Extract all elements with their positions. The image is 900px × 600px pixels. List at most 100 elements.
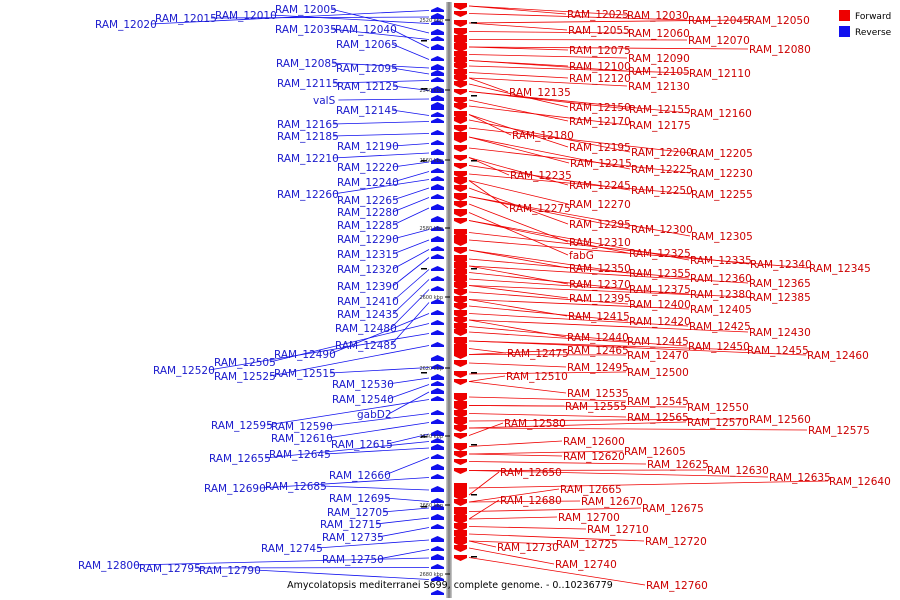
forward-gene-label: RAM_12370 [569,279,631,291]
gene-features [421,3,477,595]
reverse-gene-label: RAM_12490 [274,349,336,361]
reverse-gene-feature [431,486,444,492]
forward-gene-label: RAM_12575 [808,425,870,437]
reverse-gene-label: RAM_12610 [271,433,333,445]
reverse-label-connector [194,567,430,569]
forward-gene-feature [454,425,467,432]
reverse-label-connector [338,98,430,101]
reverse-gene-label: RAM_12480 [335,323,397,335]
reverse-gene-label: RAM_12485 [335,340,397,352]
forward-label-connector [468,348,507,354]
forward-label-connector [468,313,689,327]
forward-label-connector [468,396,627,402]
reverse-gene-feature [431,36,444,41]
forward-gene-label: RAM_12665 [560,484,622,496]
forward-gene-feature [454,163,467,169]
forward-gene-label: RAM_12635 [769,472,831,484]
reverse-gene-feature [431,254,444,259]
reverse-gene-label: RAM_12115 [277,78,339,90]
forward-label-connector [468,299,690,310]
forward-gene-label: RAM_12050 [748,15,810,27]
forward-label-connector [468,331,688,347]
forward-gene-feature [454,555,467,561]
forward-label-connector [468,5,627,16]
reverse-gene-label: valS [313,95,336,107]
forward-gene-label: RAM_12425 [689,321,751,333]
reverse-gene-feature [431,286,444,291]
forward-gene-label: RAM_12675 [642,503,704,515]
reverse-gene-feature [431,13,444,19]
forward-label-connector [468,381,567,394]
forward-gene-label: RAM_12120 [569,73,631,85]
reverse-gene-feature [431,118,444,123]
forward-gene-label: RAM_12535 [567,388,629,400]
forward-gene-label: RAM_12670 [581,496,643,508]
reverse-gene-feature [431,374,444,380]
reverse-gene-feature [431,524,444,529]
forward-gene-label: RAM_12345 [809,263,871,275]
reverse-gene-label: RAM_12005 [275,4,337,16]
forward-label-connector [468,196,631,230]
forward-gene-label: RAM_12385 [749,292,811,304]
forward-label-connector [468,119,631,153]
forward-gene-label: RAM_12310 [569,237,631,249]
reverse-gene-label: RAM_12750 [322,554,384,566]
forward-gene-label: RAM_12465 [567,345,629,357]
forward-label-connector [468,488,560,503]
reverse-gene-feature [431,299,444,304]
reverse-label-connector [392,85,430,91]
forward-gene-feature [454,247,467,254]
minor-feature-mark [471,372,477,374]
forward-gene-label: RAM_12700 [558,512,620,524]
reverse-label-connector [392,257,430,287]
reverse-gene-feature [431,86,444,93]
forward-label-connector [468,480,829,489]
forward-label-connector [468,19,748,24]
forward-gene-feature [454,451,467,458]
forward-label-connector [468,180,569,205]
forward-label-connector [468,265,749,284]
forward-label-connector [468,371,627,375]
minor-feature-mark [471,268,477,270]
reverse-gene-feature [431,20,444,25]
reverse-gene-label: RAM_12040 [335,24,397,36]
reverse-gene-feature [431,342,444,347]
reverse-gene-feature [431,514,444,520]
reverse-gene-label: RAM_12540 [332,394,394,406]
map-caption: Amycolatopsis mediterranei S699, complet… [287,580,613,591]
reverse-gene-label: RAM_12410 [337,296,399,308]
forward-gene-feature [454,289,467,296]
forward-gene-label: RAM_12495 [567,362,629,374]
forward-label-connector [468,31,628,34]
reverse-label-connector [392,239,430,255]
forward-gene-feature [454,371,467,378]
forward-label-connector [468,540,497,548]
minor-feature-mark [421,268,427,270]
forward-gene-label: RAM_12070 [688,35,750,47]
forward-gene-feature [454,282,467,290]
forward-gene-label: RAM_12625 [647,459,709,471]
forward-gene-label: RAM_12550 [687,402,749,414]
forward-label-connector [468,354,627,356]
forward-gene-label: RAM_12230 [691,168,753,180]
legend-reverse-label: Reverse [855,28,892,38]
forward-gene-label: RAM_12135 [509,87,571,99]
forward-label-connector [468,540,556,545]
forward-gene-label: RAM_12710 [587,524,649,536]
reverse-gene-label: RAM_12240 [337,177,399,189]
forward-gene-feature [454,523,467,531]
forward-label-connector [468,427,808,431]
forward-label-connector [468,196,691,237]
minor-feature-mark [421,372,427,374]
reverse-label-connector [392,197,430,213]
forward-gene-label: RAM_12110 [689,68,751,80]
reverse-gene-label: RAM_12020 [95,19,157,31]
forward-gene-feature [454,262,467,271]
reverse-gene-label: RAM_12210 [277,153,339,165]
reverse-gene-label: RAM_12790 [199,565,261,577]
reverse-gene-feature [431,454,444,459]
forward-gene-label: RAM_12455 [747,345,809,357]
forward-gene-label: RAM_12100 [569,61,631,73]
reverse-label-connector [384,497,430,502]
